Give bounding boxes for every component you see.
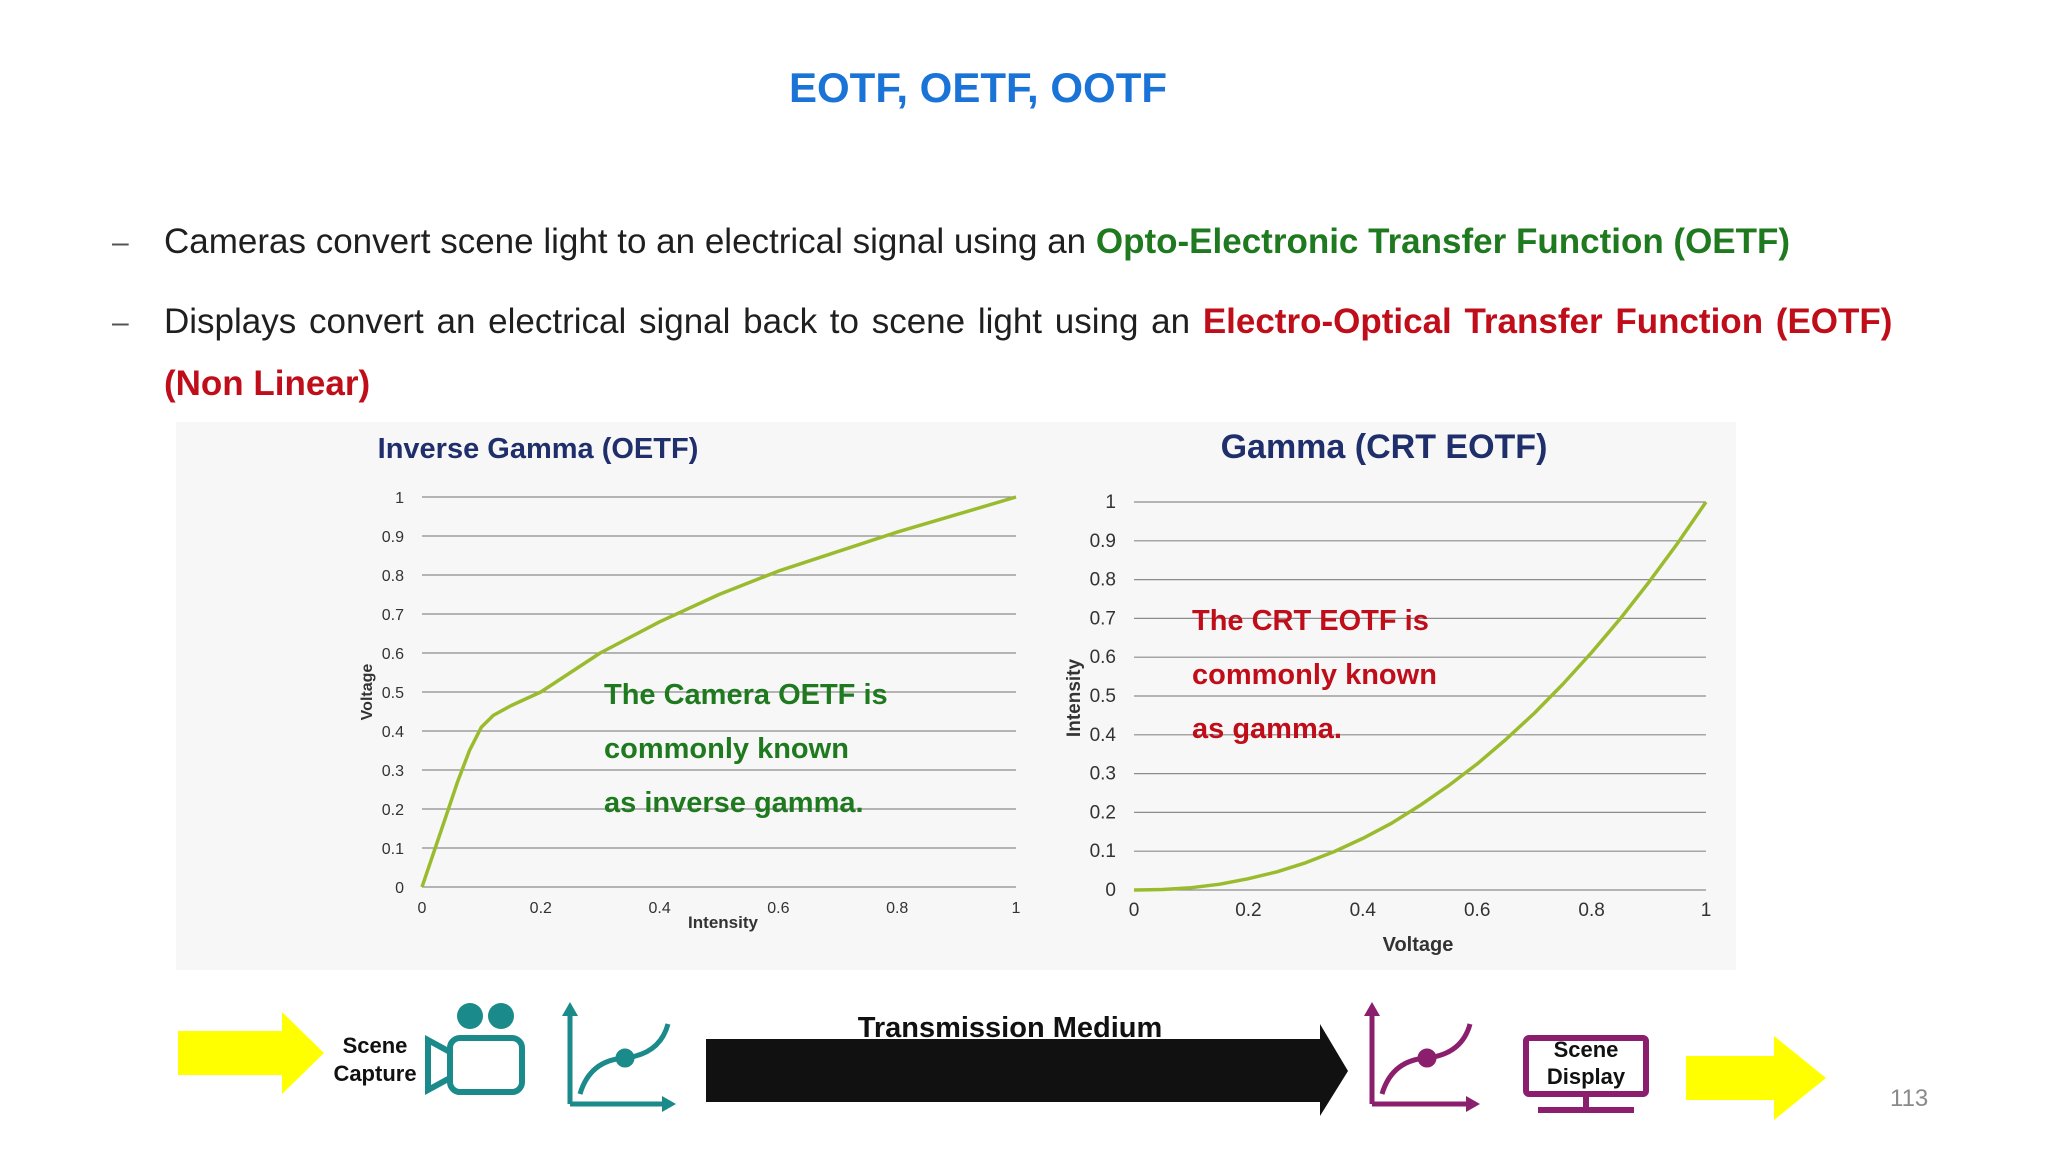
transmission-medium-label: Transmission Medium <box>857 1012 1163 1044</box>
oetf-chart: Inverse Gamma (OETF) 0 0.1 0.2 0.3 0.4 0.5 0.6 0… <box>359 433 1021 932</box>
transmission-arrow <box>706 1024 1348 1116</box>
output-arrow <box>1686 1036 1826 1120</box>
y-tick-label: 0.6 <box>382 646 404 663</box>
y-tick-label: 1 <box>395 490 404 507</box>
y-tick-label: 0 <box>395 880 404 897</box>
y-tick-label: 0.8 <box>1090 570 1116 591</box>
monitor-icon <box>1523 1035 1649 1113</box>
y-tick-label: 0.2 <box>382 802 404 819</box>
y-tick-label: 0.7 <box>382 607 404 624</box>
x-tick-label: 0.8 <box>1578 900 1604 921</box>
y-tick-label: 0.5 <box>1090 686 1116 707</box>
page-title: EOTF, OETF, OOTF <box>789 64 1167 111</box>
chart-annotation: commonly known <box>1192 659 1437 691</box>
x-tick-label: 0 <box>418 900 427 917</box>
x-tick-label: 0 <box>1129 900 1140 921</box>
chart-annotation: The Camera OETF is <box>604 679 888 711</box>
chart-annotation: as gamma. <box>1192 713 1342 745</box>
chart-title: Inverse Gamma (OETF) <box>378 433 699 465</box>
y-axis-label: Intensity <box>1064 659 1085 738</box>
pipeline-diagram <box>178 1002 1826 1120</box>
x-tick-label: 0.2 <box>1235 900 1261 921</box>
y-tick-label: 0.3 <box>382 763 404 780</box>
y-tick-label: 0.9 <box>1090 531 1116 552</box>
y-tick-label: 0.1 <box>1090 841 1116 862</box>
curve-graph-icon <box>562 1002 676 1112</box>
x-tick-label: 1 <box>1701 900 1712 921</box>
scene-capture-label: Scene Capture <box>333 1033 417 1086</box>
y-tick-label: 0.5 <box>382 685 404 702</box>
x-tick-label: 1 <box>1012 900 1021 917</box>
input-arrow <box>178 1012 324 1094</box>
y-tick-label: 1 <box>1105 492 1116 513</box>
y-tick-label: 0.2 <box>1090 802 1116 823</box>
bullet-text: Cameras convert scene light to an electr… <box>164 222 1096 261</box>
x-tick-label: 0.4 <box>1350 900 1377 921</box>
y-axis-label: Voltage <box>359 664 376 721</box>
y-tick-label: 0.7 <box>1090 608 1116 629</box>
x-tick-label: 0.6 <box>1464 900 1490 921</box>
page-number: 113 <box>1890 1085 1929 1112</box>
y-tick-label: 0.4 <box>1090 725 1117 746</box>
curve-graph-icon <box>1364 1002 1480 1112</box>
chart-annotation: commonly known <box>604 733 849 765</box>
camera-icon <box>425 1003 525 1096</box>
chart-annotation: The CRT EOTF is <box>1192 605 1429 637</box>
bullet-text: Displays convert an electrical signal ba… <box>164 302 1203 341</box>
x-axis-label: Intensity <box>688 913 758 932</box>
chart-title: Gamma (CRT EOTF) <box>1221 428 1548 466</box>
bullet-dash: – <box>112 226 129 259</box>
bullet-highlight-oetf: Opto-Electronic Transfer Function (OETF) <box>1095 222 1791 261</box>
bullet-highlight-eotf: Electro-Optical Transfer Function (EOTF) <box>1202 302 1893 341</box>
y-tick-label: 0.8 <box>382 568 404 585</box>
x-tick-label: 0.6 <box>767 900 789 917</box>
x-tick-label: 0.8 <box>886 900 908 917</box>
x-tick-label: 0.2 <box>530 900 552 917</box>
y-tick-label: 0 <box>1105 880 1116 901</box>
y-tick-label: 0.9 <box>382 529 404 546</box>
eotf-chart: Gamma (CRT EOTF) 0 0.1 0.2 0.3 0.4 0.5 0.6 0.7 0.… <box>1064 428 1711 956</box>
y-tick-label: 0.4 <box>382 724 404 741</box>
charts-panel: Inverse Gamma (OETF) 0 0.1 0.2 0.3 0.4 0.5 0.6 0… <box>176 422 1736 970</box>
x-tick-label: 0.4 <box>648 900 670 917</box>
bullet-continuation: (Non Linear) <box>164 364 371 403</box>
series-line <box>1133 501 1708 892</box>
series-line <box>420 495 1017 888</box>
y-tick-label: 0.1 <box>382 841 404 858</box>
chart-annotation: as inverse gamma. <box>604 787 864 819</box>
bullet-dash: – <box>112 306 129 339</box>
y-tick-label: 0.3 <box>1090 764 1116 785</box>
x-axis-label: Voltage <box>1383 934 1454 956</box>
y-tick-label: 0.6 <box>1090 647 1116 668</box>
scene-display-label: Scene Display <box>1546 1037 1626 1089</box>
